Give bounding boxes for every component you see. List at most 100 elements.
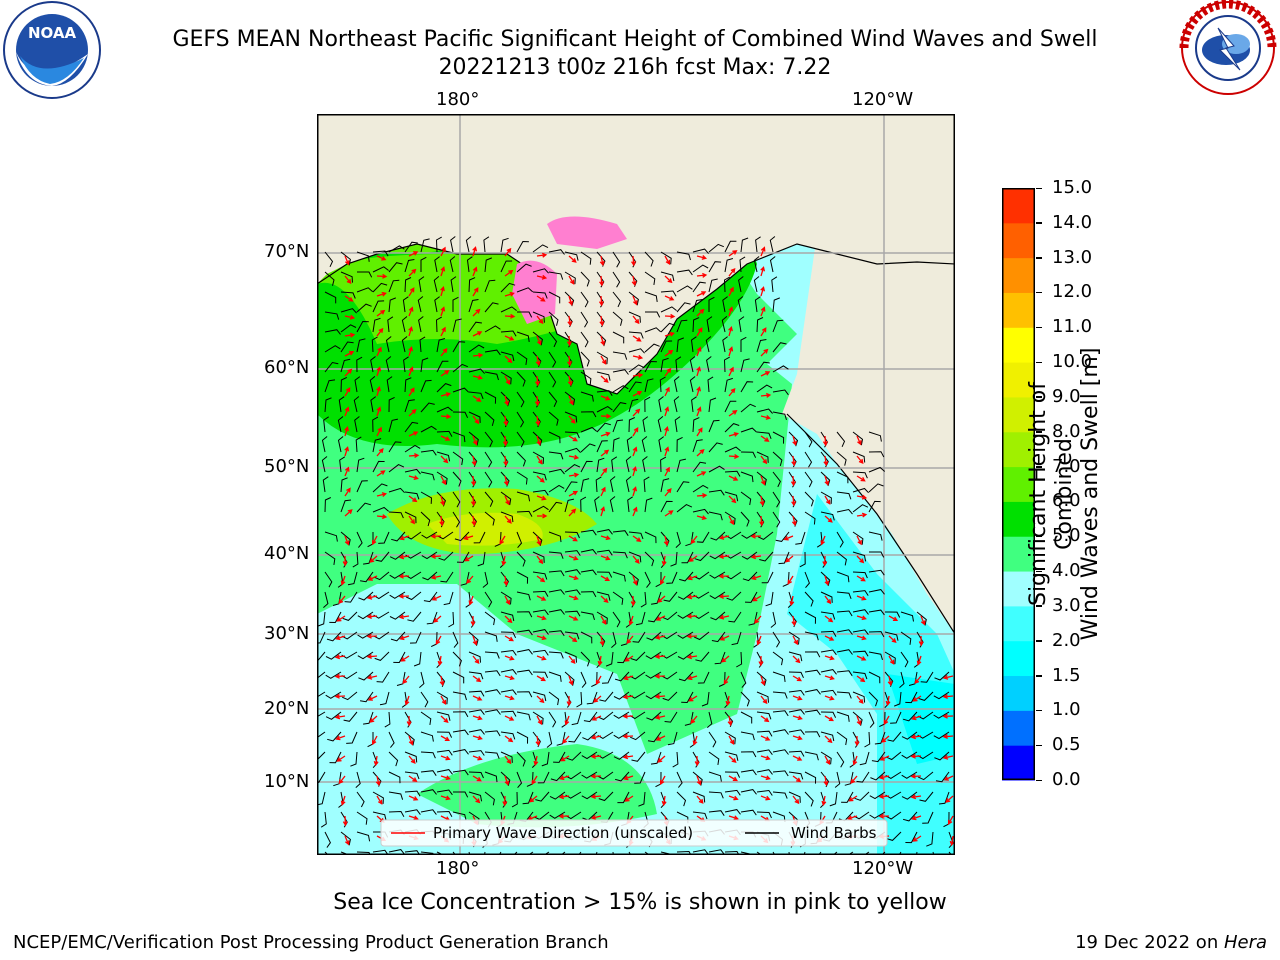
wind-barb	[740, 769, 757, 776]
wave-direction-arrow	[792, 655, 801, 664]
wave-direction-arrow	[696, 515, 708, 521]
wave-direction-arrow	[440, 735, 450, 742]
wind-barb	[484, 651, 500, 659]
wave-direction-arrow	[336, 755, 346, 762]
wind-barb	[452, 769, 469, 776]
wind-barb	[644, 327, 662, 333]
wave-direction-arrow	[945, 795, 954, 803]
wave-direction-arrow	[568, 275, 575, 285]
colorbar-tick-label: 3.0	[1052, 594, 1081, 616]
wind-barb	[692, 461, 707, 473]
wind-barb	[354, 416, 360, 433]
wind-barb	[676, 771, 683, 788]
wind-barb	[452, 491, 461, 508]
wave-direction-arrow	[910, 734, 922, 740]
wind-barb	[324, 551, 336, 565]
wind-barb	[605, 651, 614, 667]
wind-barb	[724, 240, 737, 253]
wind-barb	[356, 502, 372, 513]
wind-barb	[420, 751, 436, 759]
wave-direction-arrow	[440, 306, 446, 317]
wind-barb	[388, 771, 401, 784]
wind-barb	[583, 711, 598, 723]
wave-direction-arrow	[472, 735, 483, 741]
wind-barb	[468, 391, 484, 400]
wave-direction-arrow	[471, 475, 476, 487]
wind-barb	[596, 440, 608, 453]
wind-barb	[724, 850, 739, 854]
wind-barb	[934, 751, 950, 761]
wind-barb	[436, 749, 453, 756]
wave-direction-arrow	[760, 735, 771, 741]
wind-barb	[388, 245, 405, 253]
wind-barb	[500, 282, 516, 293]
wave-direction-arrow	[536, 715, 543, 726]
wave-direction-arrow	[690, 715, 698, 724]
wind-barb	[532, 311, 545, 323]
wind-barb	[564, 610, 581, 617]
wind-barb	[596, 591, 611, 601]
wind-barb	[324, 311, 340, 320]
wave-direction-arrow	[440, 392, 452, 397]
wave-direction-arrow	[728, 286, 734, 297]
wind-barb	[327, 731, 342, 742]
wave-direction-arrow	[408, 453, 420, 459]
wind-barb	[500, 591, 512, 605]
wave-direction-arrow	[823, 775, 829, 787]
wind-barb	[324, 271, 335, 286]
wind-barb	[385, 356, 392, 373]
colorbar-segment	[1002, 188, 1035, 224]
wind-barb	[852, 487, 869, 494]
wind-barb	[443, 591, 454, 606]
wind-barb	[436, 430, 453, 437]
wind-barb	[420, 770, 437, 776]
wind-barb	[920, 671, 934, 683]
wind-barb	[772, 749, 789, 755]
wind-barb	[580, 529, 597, 536]
wave-direction-arrow	[718, 554, 730, 560]
wind-barb	[692, 811, 708, 820]
wind-barb	[580, 496, 587, 513]
wind-barb	[419, 336, 426, 353]
wind-barb	[452, 387, 470, 393]
wave-direction-arrow	[823, 455, 829, 467]
wind-barb	[323, 591, 329, 608]
wind-barb	[390, 631, 406, 642]
colorbar-segment	[1002, 501, 1035, 537]
wind-barb	[358, 591, 374, 601]
wind-barb	[708, 296, 715, 312]
wind-barb	[660, 357, 669, 373]
wind-barb	[614, 671, 630, 682]
wind-barb	[692, 248, 709, 254]
wind-barb	[740, 358, 750, 373]
wind-barb	[322, 476, 329, 493]
wave-direction-arrow	[632, 446, 638, 457]
map-legend: Primary Wave Direction (unscaled) Wind B…	[380, 819, 888, 847]
wind-barb	[436, 789, 453, 796]
wind-barb	[660, 322, 676, 333]
wind-barb	[756, 317, 764, 333]
wind-barb	[765, 591, 774, 607]
wind-barb	[678, 671, 694, 682]
wave-direction-arrow	[887, 675, 893, 687]
wind-barb	[388, 441, 402, 453]
wind-barb	[740, 511, 750, 527]
wind-barb	[566, 751, 582, 761]
wind-barb	[409, 631, 422, 644]
wind-barb	[468, 750, 485, 756]
wind-barb	[772, 319, 784, 333]
wind-barb	[596, 611, 608, 625]
wind-barb	[660, 306, 677, 313]
wind-barb	[596, 390, 613, 396]
colorbar	[1002, 188, 1035, 781]
wave-direction-arrow	[752, 595, 762, 602]
wind-barb	[325, 691, 342, 699]
colorbar-tick-label: 1.5	[1052, 664, 1081, 686]
wind-barb	[756, 431, 772, 439]
wind-barb	[329, 611, 342, 624]
wave-direction-arrow	[472, 775, 482, 782]
wind-barb	[372, 282, 388, 293]
wave-direction-arrow	[568, 635, 578, 643]
wind-barb	[756, 711, 772, 720]
wind-barb	[548, 651, 564, 659]
